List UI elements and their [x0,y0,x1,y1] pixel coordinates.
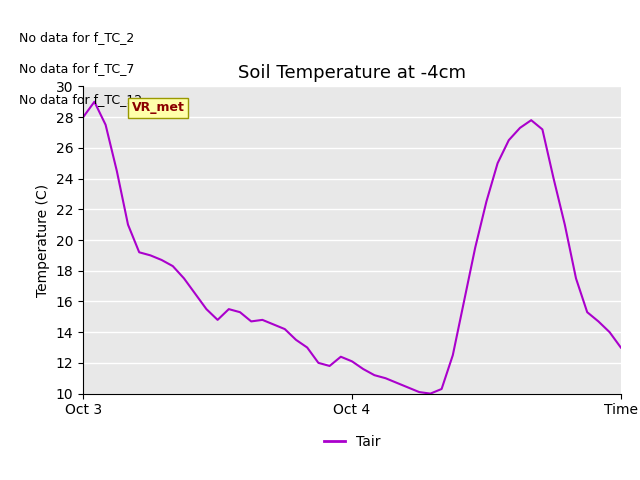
Text: VR_met: VR_met [132,101,184,114]
Title: Soil Temperature at -4cm: Soil Temperature at -4cm [238,64,466,82]
Legend: Tair: Tair [318,429,386,454]
Text: No data for f_TC_12: No data for f_TC_12 [19,93,142,106]
Text: No data for f_TC_7: No data for f_TC_7 [19,62,134,75]
Text: No data for f_TC_2: No data for f_TC_2 [19,31,134,44]
Y-axis label: Temperature (C): Temperature (C) [36,183,50,297]
